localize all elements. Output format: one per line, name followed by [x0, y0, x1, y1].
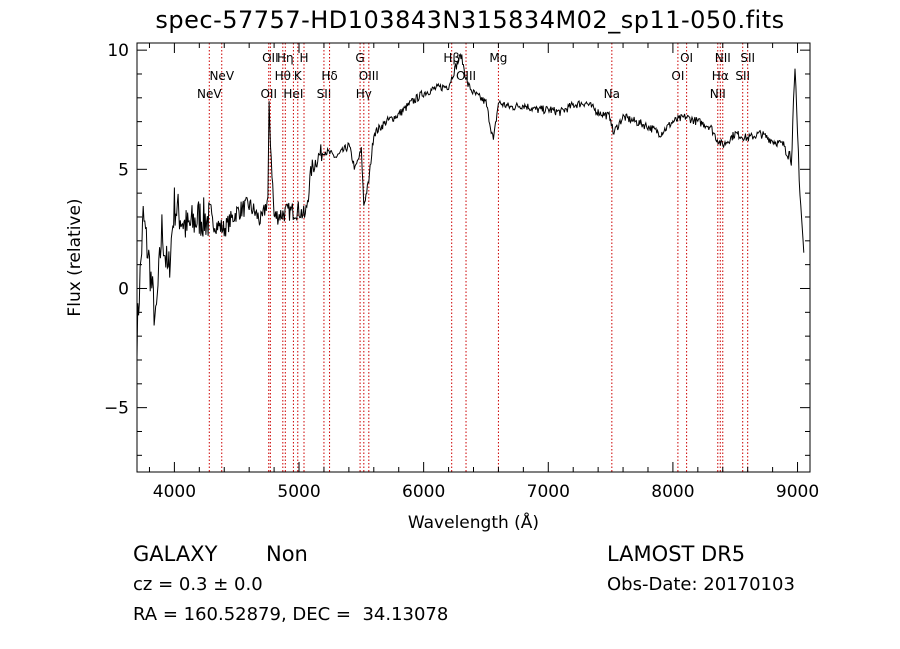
- x-tick-label: 4000: [153, 482, 196, 502]
- spectral-line-label: Mg: [489, 51, 507, 65]
- spectral-line-label: HeI: [283, 87, 303, 101]
- y-tick-label: 0: [118, 279, 129, 299]
- chart-title: spec-57757-HD103843N315834M02_sp11-050.f…: [155, 6, 785, 34]
- x-axis-label: Wavelength (Å): [408, 511, 539, 533]
- y-tick-label: −5: [104, 399, 129, 419]
- spectral-line-label: Hθ: [275, 69, 291, 83]
- spectral-line-label: K: [294, 69, 303, 83]
- spectral-line-label: NII: [710, 87, 726, 101]
- spectral-line-label: SII: [317, 87, 332, 101]
- spectral-line-label: OI: [680, 51, 693, 65]
- spectral-line-label: Na: [604, 87, 620, 101]
- spectral-line-label: SII: [740, 51, 755, 65]
- spectrum-line: [136, 53, 805, 358]
- y-tick-label: 10: [107, 41, 129, 61]
- object-subclass: Non: [266, 542, 308, 566]
- spectral-line-label: OIII: [359, 69, 379, 83]
- spectral-line-label: G: [355, 51, 364, 65]
- spectral-line-label: OIII: [456, 69, 476, 83]
- redshift-text: cz = 0.3 ± 0.0: [133, 574, 263, 595]
- x-tick-label: 8000: [651, 482, 694, 502]
- spectral-line-label: Hγ: [356, 87, 372, 101]
- survey-name: LAMOST DR5: [607, 542, 746, 566]
- spectral-line-label: SII: [735, 69, 750, 83]
- spectral-line-label: Hη: [277, 51, 294, 65]
- x-tick-label: 9000: [776, 482, 819, 502]
- plot-frame: [136, 42, 811, 473]
- spectral-line-label: NeV: [209, 69, 234, 83]
- spectral-line-label: OII: [262, 51, 279, 65]
- spectral-line-label: H: [299, 51, 308, 65]
- spectral-line-label: NII: [715, 51, 731, 65]
- x-tick-label: 6000: [402, 482, 445, 502]
- y-axis-label: Flux (relative): [65, 198, 85, 316]
- x-tick-label: 5000: [277, 482, 320, 502]
- spectral-line-label: Hδ: [321, 69, 337, 83]
- spectral-line-label: Hβ: [443, 51, 460, 65]
- spectral-line-label: OI: [671, 69, 684, 83]
- object-class: GALAXY: [133, 542, 218, 566]
- coordinates-text: RA = 160.52879, DEC = 34.13078: [133, 604, 449, 625]
- x-tick-label: 7000: [527, 482, 570, 502]
- spectral-line-label: NeV: [197, 87, 222, 101]
- obs-date-text: Obs-Date: 20170103: [607, 574, 795, 595]
- spectral-line-label: Hα: [712, 69, 729, 83]
- y-tick-label: 5: [118, 160, 129, 180]
- spectral-line-label: OII: [260, 87, 277, 101]
